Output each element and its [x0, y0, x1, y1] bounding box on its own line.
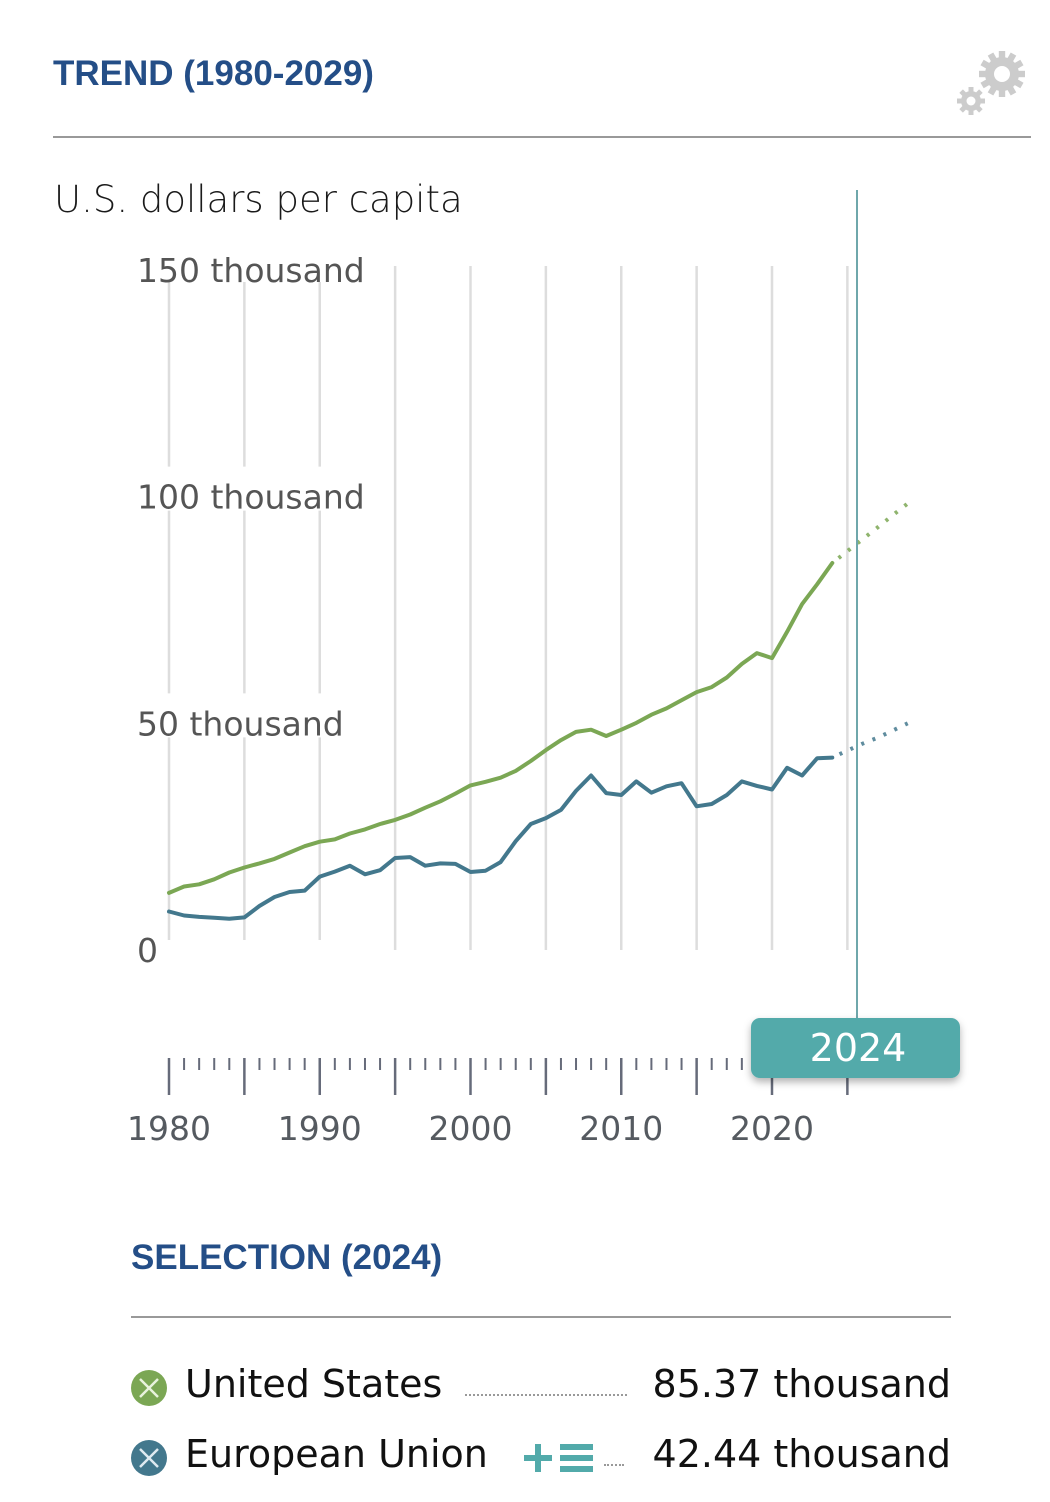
selection-row-european-union: European Union 42.44 thousand	[131, 1432, 951, 1484]
x-tick-label: 2020	[730, 1109, 814, 1148]
y-tick-label: 50 thousand	[137, 704, 344, 743]
remove-european-union-button[interactable]	[131, 1440, 167, 1476]
remove-country-icon	[139, 1448, 159, 1468]
add-icon	[524, 1444, 552, 1472]
y-tick-label: 150 thousand	[137, 251, 365, 290]
remove-country-icon	[139, 1378, 159, 1398]
x-tick-label: 2000	[429, 1109, 513, 1148]
y-axis-ticks: 0 50 thousand 100 thousand 150 thousand	[137, 251, 365, 970]
country-name: European Union	[185, 1432, 488, 1476]
country-name: United States	[185, 1362, 443, 1406]
x-axis: 1980 1990 2000 2010 2020	[127, 1058, 849, 1148]
series-line-european-union[interactable]	[167, 755, 835, 921]
series-line-united-states[interactable]	[167, 561, 835, 895]
selection-title: SELECTION (2024)	[131, 1238, 443, 1277]
dotted-leader	[465, 1394, 627, 1396]
list-icon	[560, 1444, 593, 1472]
settings-button[interactable]	[950, 44, 1030, 120]
selected-year-label: 2024	[810, 1026, 907, 1070]
dotted-leader	[604, 1464, 624, 1466]
x-tick-label: 2010	[579, 1109, 663, 1148]
gears-icon	[957, 51, 1025, 115]
projection-line-european-union	[831, 721, 909, 760]
gridlines	[167, 266, 849, 950]
header-divider	[53, 136, 1031, 138]
y-axis-unit-label: U.S. dollars per capita	[54, 178, 463, 221]
selected-year-badge[interactable]	[751, 1018, 960, 1078]
trend-title: TREND (1980-2029)	[53, 54, 374, 93]
remove-united-states-button[interactable]	[131, 1370, 167, 1406]
y-tick-label: 100 thousand	[137, 478, 365, 517]
year-selector: 2024	[751, 190, 960, 1078]
country-value: 42.44 thousand	[652, 1432, 951, 1476]
selection-row-united-states: United States 85.37 thousand	[131, 1362, 951, 1414]
selection-divider	[131, 1316, 951, 1318]
group-members-button[interactable]	[524, 1436, 604, 1480]
series-lines	[167, 501, 909, 921]
country-value: 85.37 thousand	[652, 1362, 951, 1406]
trend-chart[interactable]: 0 50 thousand 100 thousand 150 thousand 198…	[0, 180, 1050, 1160]
x-tick-label: 1980	[127, 1109, 211, 1148]
x-tick-label: 1990	[278, 1109, 362, 1148]
y-tick-label: 0	[137, 931, 158, 970]
projection-line-united-states	[831, 501, 909, 565]
